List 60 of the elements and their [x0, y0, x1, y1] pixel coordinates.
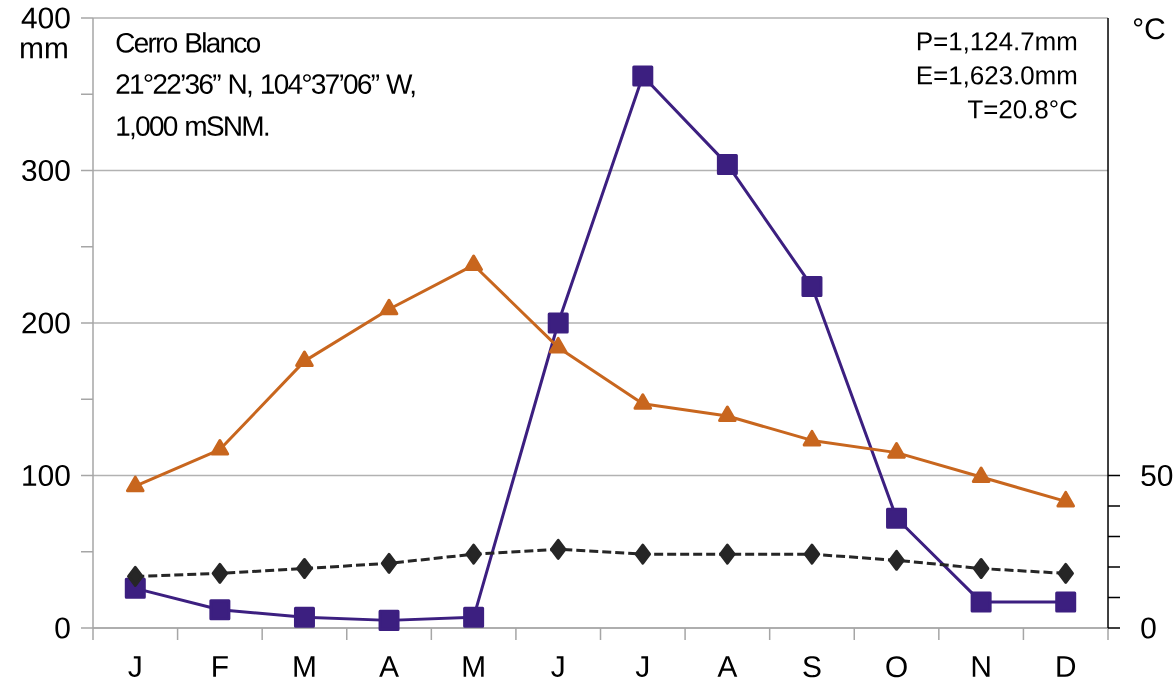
point: [634, 543, 652, 565]
point: [803, 543, 821, 565]
point: [293, 606, 315, 628]
y2-tick-label: 50: [1141, 464, 1173, 487]
annotation: T=20.8°C: [967, 100, 1077, 119]
point: [380, 552, 398, 574]
point: [801, 275, 823, 297]
y-tick-label: 100: [23, 464, 70, 487]
x-tick-label: J: [551, 656, 564, 678]
point: [972, 558, 990, 580]
point: [295, 350, 314, 368]
y-tick-label: 200: [22, 312, 70, 334]
x-tick-label: O: [886, 656, 907, 678]
point: [1056, 490, 1076, 508]
point: [1057, 562, 1074, 584]
x-tick-label: A: [379, 656, 399, 677]
point: [296, 558, 313, 580]
annotation: P=1,124.7mm: [917, 32, 1077, 54]
point: [547, 312, 569, 334]
point: [464, 254, 483, 272]
x-tick-label: D: [1057, 656, 1076, 677]
point: [1055, 591, 1077, 613]
point: [719, 543, 736, 565]
x-tick-label: A: [717, 656, 738, 677]
y-tick-label: 300: [22, 159, 70, 182]
point: [887, 442, 906, 459]
annotation: 21°22’36” N, 104°37’06” W,: [116, 74, 415, 98]
point: [888, 549, 905, 571]
x-tick-label: J: [128, 656, 141, 678]
y-tick-label: 0: [55, 617, 70, 639]
point: [378, 609, 400, 631]
y2-tick-label: 0: [1141, 617, 1156, 639]
y-tick-label: 400: [21, 7, 70, 29]
point: [210, 439, 230, 456]
point: [465, 543, 482, 565]
point: [379, 298, 399, 316]
annotation: 1,000 mSNM.: [117, 116, 269, 140]
x-tick-label: S: [803, 656, 821, 678]
point: [548, 336, 568, 354]
x-tick-label: N: [972, 656, 990, 677]
point: [463, 606, 485, 628]
point: [718, 405, 737, 423]
y2-axis-title: °C: [1133, 18, 1165, 40]
point: [970, 591, 992, 613]
x-tick-label: J: [635, 656, 649, 678]
point: [126, 475, 145, 493]
point: [549, 538, 567, 560]
point: [802, 429, 822, 447]
annotation: E=1,623.0mm: [917, 66, 1077, 88]
y-axis-title: mm: [21, 42, 67, 59]
point: [209, 599, 231, 621]
x-tick-label: F: [213, 656, 228, 677]
annotation: Cerro Blanco: [116, 32, 261, 53]
point: [127, 565, 144, 587]
x-tick-label: M: [294, 656, 315, 677]
point: [971, 466, 991, 484]
point: [211, 562, 229, 584]
x-tick-label: M: [463, 656, 484, 677]
point: [633, 393, 653, 410]
point: [886, 507, 908, 529]
